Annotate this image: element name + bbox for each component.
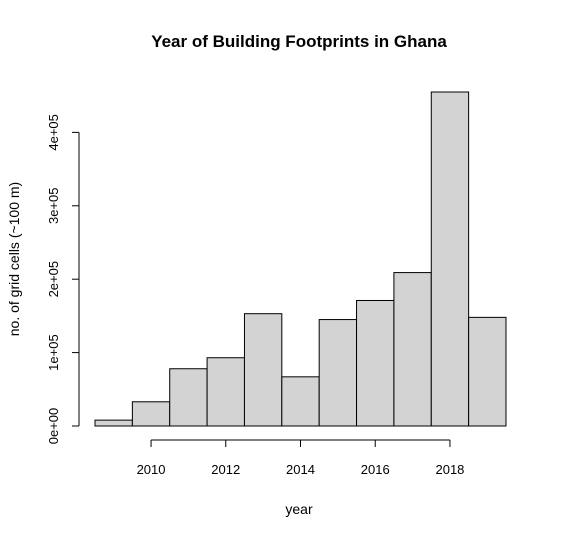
bars-group	[94, 91, 507, 427]
x-axis: 2010 2012 2014 2016 2018	[137, 439, 464, 477]
histogram-bar-3	[206, 357, 245, 427]
y-axis: 0e+00 1e+05 2e+05 3e+05 4e+05	[46, 114, 80, 445]
histogram-bar-9	[430, 91, 470, 427]
histogram-bar-2	[169, 368, 208, 427]
y-tick-label-0: 0e+00	[46, 408, 61, 445]
histogram-bar-10	[468, 316, 507, 427]
x-tick-label-1: 2012	[211, 462, 240, 477]
histogram-bar-8	[393, 272, 432, 427]
histogram-bar-1	[131, 401, 171, 427]
x-tick-label-0: 2010	[137, 462, 166, 477]
histogram-bar-0	[94, 419, 133, 427]
x-axis-label: year	[285, 501, 313, 517]
y-tick-label-3: 3e+05	[46, 188, 61, 225]
x-tick-label-4: 2018	[435, 462, 464, 477]
y-axis-label: no. of grid cells (~100 m)	[6, 182, 22, 336]
histogram-bar-4	[243, 313, 283, 427]
chart-title: Year of Building Footprints in Ghana	[151, 32, 447, 51]
y-tick-label-4: 4e+05	[46, 114, 61, 151]
y-tick-label-1: 1e+05	[46, 334, 61, 371]
histogram-bar-7	[356, 299, 395, 427]
x-tick-label-2: 2014	[286, 462, 315, 477]
y-tick-label-2: 2e+05	[46, 261, 61, 298]
histogram-bar-6	[318, 319, 358, 427]
histogram-bar-5	[281, 376, 320, 427]
x-tick-label-3: 2016	[361, 462, 390, 477]
